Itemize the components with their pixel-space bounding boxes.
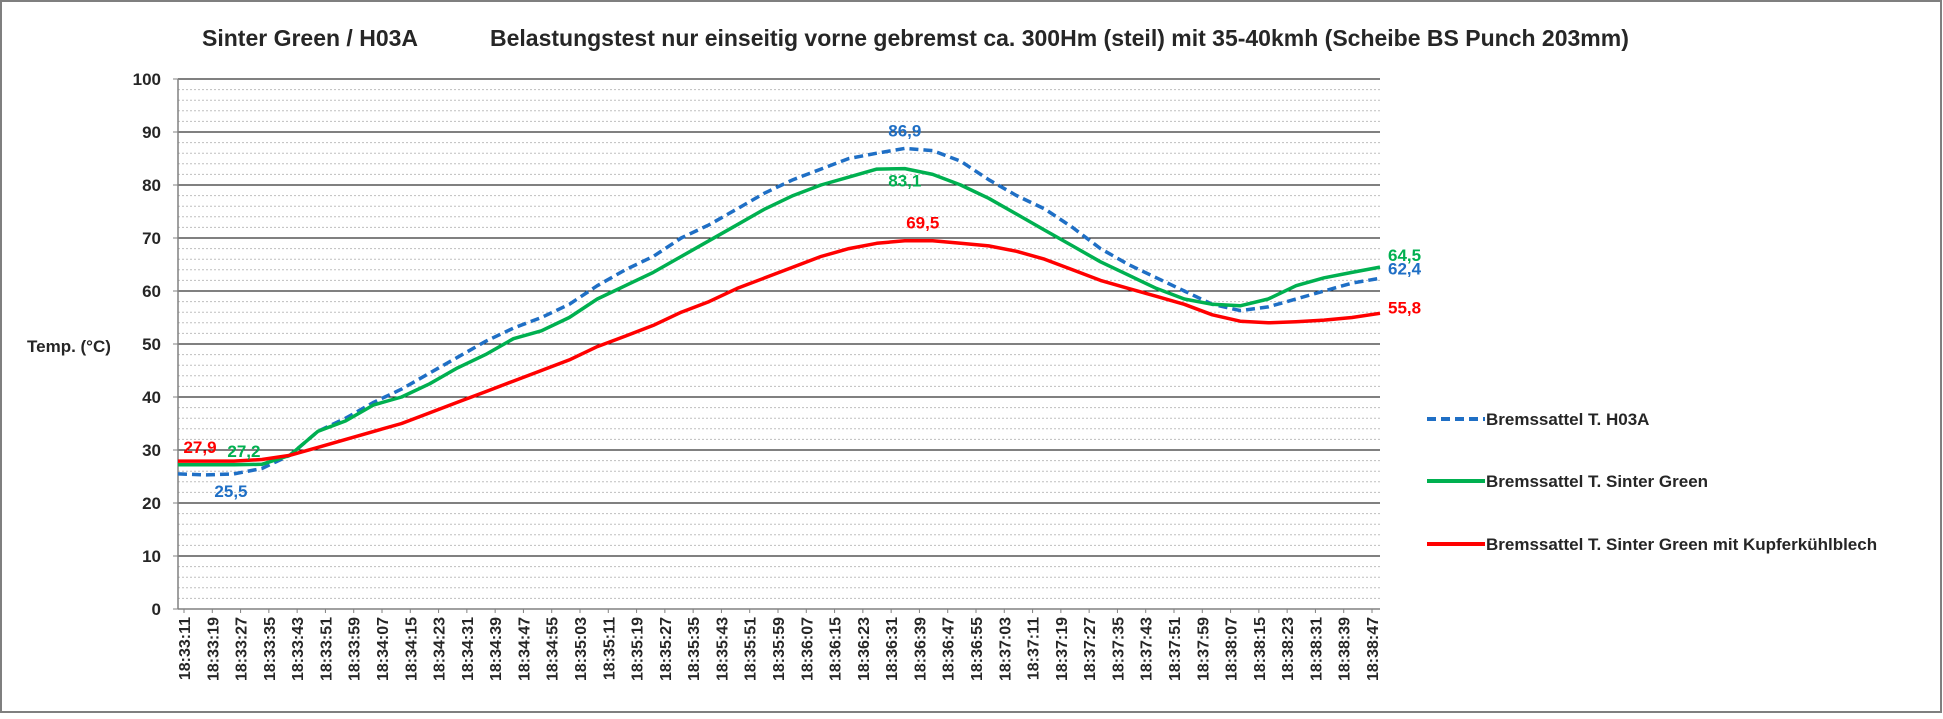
x-tick-label: 18:38:39 [1337, 617, 1354, 681]
legend-label-h03a: Bremssattel T. H03A [1486, 410, 1649, 429]
x-tick-label: 18:34:23 [432, 617, 449, 681]
data-label: 64,5 [1388, 246, 1421, 265]
x-tick-label: 18:34:31 [460, 617, 477, 681]
y-tick-labels: 0 10 20 30 40 50 60 70 80 90 100 [133, 70, 178, 619]
x-tick-label: 18:33:35 [262, 617, 279, 681]
legend: Bremssattel T. H03A Bremssattel T. Sinte… [1427, 410, 1877, 554]
data-label: 86,9 [888, 121, 921, 140]
y-tick-label: 30 [142, 441, 161, 460]
data-label: 27,2 [227, 442, 260, 461]
x-tick-label: 18:38:23 [1280, 617, 1297, 681]
x-tick-label: 18:37:03 [997, 617, 1014, 681]
x-tick-label: 18:34:47 [516, 617, 533, 681]
x-tick-label: 18:38:15 [1252, 617, 1269, 681]
y-tick-label: 100 [133, 70, 161, 89]
x-tick-label: 18:37:35 [1110, 617, 1127, 681]
x-tick-labels: 18:33:11 18:33:19 18:33:27 18:33:35 18:33:43… [177, 609, 1382, 681]
major-gridlines [178, 78, 1380, 557]
legend-label-sinter-green: Bremssattel T. Sinter Green [1486, 472, 1708, 491]
x-tick-label: 18:33:11 [177, 617, 194, 680]
data-label: 27,9 [183, 438, 216, 457]
y-tick-label: 50 [142, 335, 161, 354]
x-tick-label: 18:36:47 [941, 617, 958, 681]
y-tick-label: 90 [142, 123, 161, 142]
x-tick-label: 18:35:27 [658, 617, 675, 681]
y-tick-label: 20 [142, 494, 161, 513]
x-tick-label: 18:37:27 [1082, 617, 1099, 681]
x-tick-label: 18:37:51 [1167, 617, 1184, 681]
data-label: 62,4 [1388, 259, 1422, 278]
minor-gridlines [178, 89, 1380, 599]
data-label: 83,1 [888, 172, 921, 191]
x-tick-label: 18:37:11 [1026, 617, 1043, 680]
x-tick-label: 18:33:43 [290, 617, 307, 681]
x-tick-label: 18:33:27 [234, 617, 251, 681]
x-tick-label: 18:38:31 [1308, 617, 1325, 681]
y-tick-label: 0 [152, 600, 161, 619]
x-tick-label: 18:35:59 [771, 617, 788, 681]
series-lines [177, 146, 1381, 477]
data-label: 25,5 [214, 482, 247, 501]
x-tick-label: 18:36:07 [799, 617, 816, 681]
data-label: 69,5 [906, 214, 939, 233]
series-line-2 [178, 238, 1381, 463]
x-tick-label: 18:35:19 [630, 617, 647, 681]
x-tick-label: 18:36:55 [969, 617, 986, 681]
x-tick-label: 18:37:43 [1139, 617, 1156, 681]
x-tick-label: 18:37:19 [1054, 617, 1071, 681]
x-tick-label: 18:36:39 [912, 617, 929, 681]
x-tick-label: 18:33:51 [318, 617, 335, 681]
y-tick-label: 60 [142, 282, 161, 301]
series-line-1 [178, 166, 1381, 467]
x-tick-label: 18:35:03 [573, 617, 590, 681]
x-tick-label: 18:36:31 [884, 617, 901, 681]
y-axis-label: Temp. (°C) [27, 337, 111, 356]
y-tick-label: 70 [142, 229, 161, 248]
x-tick-label: 18:38:47 [1365, 617, 1382, 681]
legend-label-sinter-green-kupfer: Bremssattel T. Sinter Green mit Kupferkü… [1486, 535, 1877, 554]
x-tick-label: 18:35:51 [743, 617, 760, 681]
y-tick-label: 80 [142, 176, 161, 195]
chart-subtitle: Belastungstest nur einseitig vorne gebre… [490, 25, 1629, 51]
x-tick-label: 18:33:19 [205, 617, 222, 681]
data-labels: 25,5 86,9 62,4 27,2 83,1 64,5 27,9 69,5 55,8 [183, 121, 1421, 500]
x-tick-label: 18:34:15 [403, 617, 420, 681]
y-tick-label: 10 [142, 547, 161, 566]
series-line-0 [177, 146, 1381, 477]
x-tick-label: 18:35:11 [601, 617, 618, 680]
x-tick-label: 18:38:07 [1224, 617, 1241, 681]
x-tick-label: 18:34:07 [375, 617, 392, 681]
x-tick-label: 18:35:35 [686, 617, 703, 681]
x-tick-label: 18:34:39 [488, 617, 505, 681]
y-tick-label: 40 [142, 388, 161, 407]
x-tick-label: 18:34:55 [545, 617, 562, 681]
x-tick-label: 18:36:15 [828, 617, 845, 681]
x-tick-label: 18:35:43 [714, 617, 731, 681]
data-label: 55,8 [1388, 298, 1421, 317]
chart-title: Sinter Green / H03A [202, 25, 418, 51]
x-tick-label: 18:37:59 [1195, 617, 1212, 681]
x-tick-label: 18:36:23 [856, 617, 873, 681]
x-tick-label: 18:33:59 [347, 617, 364, 681]
